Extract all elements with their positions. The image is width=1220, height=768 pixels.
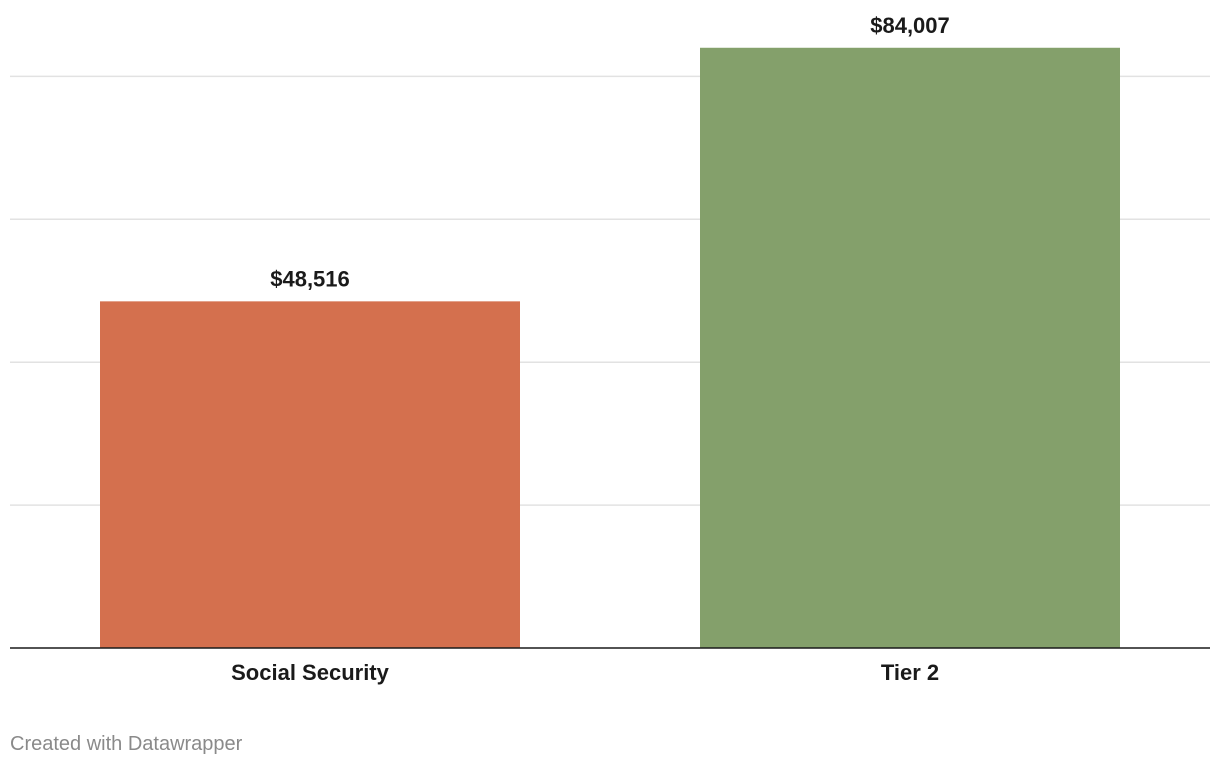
bar-tier-2: [700, 47, 1120, 649]
datawrapper-credit: Created with Datawrapper: [10, 733, 243, 755]
value-label: $48,516: [270, 266, 350, 291]
label-layer: $48,516 Social Security $84,007 Tier 2: [231, 13, 950, 685]
bar-social-security: [100, 301, 520, 648]
category-label: Tier 2: [881, 660, 939, 685]
bar-layer: [100, 47, 1120, 649]
value-label: $84,007: [870, 13, 950, 38]
category-label: Social Security: [231, 660, 390, 685]
